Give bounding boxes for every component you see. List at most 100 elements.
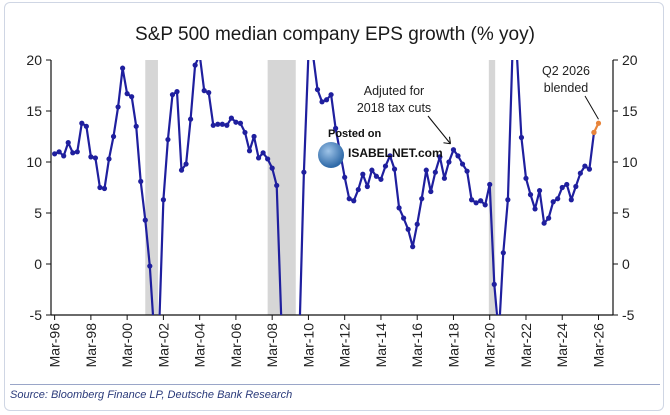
data-point — [133, 123, 139, 129]
data-point — [405, 226, 411, 232]
data-point — [206, 90, 212, 96]
y-tick-label-left: 15 — [26, 103, 42, 119]
data-point — [500, 250, 506, 256]
y-tick-label-right: -5 — [622, 307, 635, 323]
data-point — [468, 197, 475, 203]
data-point — [142, 217, 148, 223]
x-tick-label: Mar-98 — [83, 323, 99, 368]
x-tick-label: Mar-16 — [409, 323, 425, 368]
data-point — [582, 163, 588, 169]
axes: -5 -5 0 0 5 5 10 10 15 15 20 20 Mar-96 Mar-98 Mar-00 Ma… — [26, 52, 637, 367]
data-point — [160, 197, 166, 203]
x-tick-label: Mar-06 — [228, 323, 244, 368]
data-point — [260, 150, 266, 156]
data-point — [219, 121, 225, 127]
y-tick-label-left: -5 — [30, 307, 43, 323]
data-point — [228, 115, 234, 121]
data-point — [138, 178, 144, 184]
data-point — [169, 92, 176, 98]
data-point — [391, 166, 398, 172]
data-point — [428, 188, 434, 195]
data-point — [518, 134, 525, 141]
data-point — [301, 169, 307, 175]
x-tick-label: Mar-26 — [590, 323, 606, 368]
data-point — [269, 165, 275, 171]
data-point — [251, 133, 257, 140]
data-point — [183, 161, 189, 167]
data-point — [192, 62, 198, 68]
data-point — [215, 121, 221, 127]
x-tick-label: Mar-18 — [445, 323, 461, 368]
data-point — [355, 186, 361, 193]
y-tick-label-left: 0 — [34, 256, 42, 272]
annotation-arrow — [427, 115, 451, 145]
data-point — [577, 170, 583, 176]
series-lines — [52, 60, 602, 315]
data-point — [201, 88, 207, 94]
data-point — [52, 151, 58, 157]
data-point — [364, 183, 370, 190]
x-tick-label: Mar-00 — [119, 323, 135, 368]
data-point — [546, 215, 552, 221]
data-point — [237, 120, 244, 126]
x-tick-label: Mar-96 — [47, 323, 63, 368]
watermark: Posted on ISABELNET.com — [318, 128, 448, 172]
data-point — [387, 153, 393, 159]
x-tick-label: Mar-08 — [264, 323, 280, 368]
y-tick-label-right: 0 — [622, 256, 630, 272]
recession-shading — [145, 60, 496, 315]
data-point — [360, 171, 366, 177]
data-point — [568, 197, 574, 203]
data-point — [591, 129, 597, 136]
data-point — [532, 206, 538, 212]
x-tick-label: Mar-24 — [554, 323, 570, 368]
data-point — [319, 99, 325, 105]
x-tick-label: Mar-04 — [192, 323, 208, 368]
data-point — [187, 116, 194, 122]
data-point — [242, 129, 248, 136]
source-divider — [10, 384, 660, 385]
data-point — [110, 133, 117, 140]
data-point — [129, 94, 135, 100]
y-tick-label-right: 20 — [622, 52, 638, 68]
data-point — [382, 163, 389, 169]
data-point — [410, 244, 416, 250]
data-point — [491, 281, 497, 287]
data-point — [586, 166, 593, 172]
data-point — [459, 161, 466, 167]
data-point — [333, 125, 339, 131]
annotation-tax-cuts: Adjuted for 2018 tax cuts — [357, 84, 431, 115]
x-tick-label: Mar-10 — [300, 323, 316, 368]
data-point — [373, 173, 380, 179]
data-point — [414, 221, 420, 227]
data-point — [450, 147, 457, 153]
data-point — [369, 167, 375, 173]
y-tick-label-left: 5 — [34, 205, 42, 221]
annotations: Adjuted for 2018 tax cuts Q2 2026 blended — [357, 64, 599, 145]
annotation-leader — [584, 95, 599, 120]
data-point — [124, 91, 130, 97]
data-point — [92, 155, 99, 161]
data-point — [210, 122, 216, 128]
data-point — [115, 104, 121, 110]
data-point — [165, 136, 171, 143]
x-tick-label: Mar-02 — [155, 323, 171, 368]
data-point — [536, 187, 543, 194]
data-point — [88, 154, 94, 160]
data-point — [478, 198, 484, 204]
data-point — [527, 192, 534, 198]
y-tick-label-right: 10 — [622, 154, 638, 170]
source-note: Source: Bloomberg Finance LP, Deutsche B… — [10, 389, 293, 401]
y-tick-label-left: 20 — [26, 52, 42, 68]
data-point — [351, 198, 357, 204]
data-point — [97, 184, 103, 191]
x-tick-label: Mar-14 — [373, 323, 389, 368]
data-point — [564, 181, 570, 188]
data-point — [455, 153, 461, 159]
data-point — [174, 89, 180, 95]
data-point — [255, 155, 262, 161]
data-point — [378, 176, 384, 182]
y-tick-label-right: 5 — [622, 205, 630, 221]
data-point — [233, 119, 239, 125]
